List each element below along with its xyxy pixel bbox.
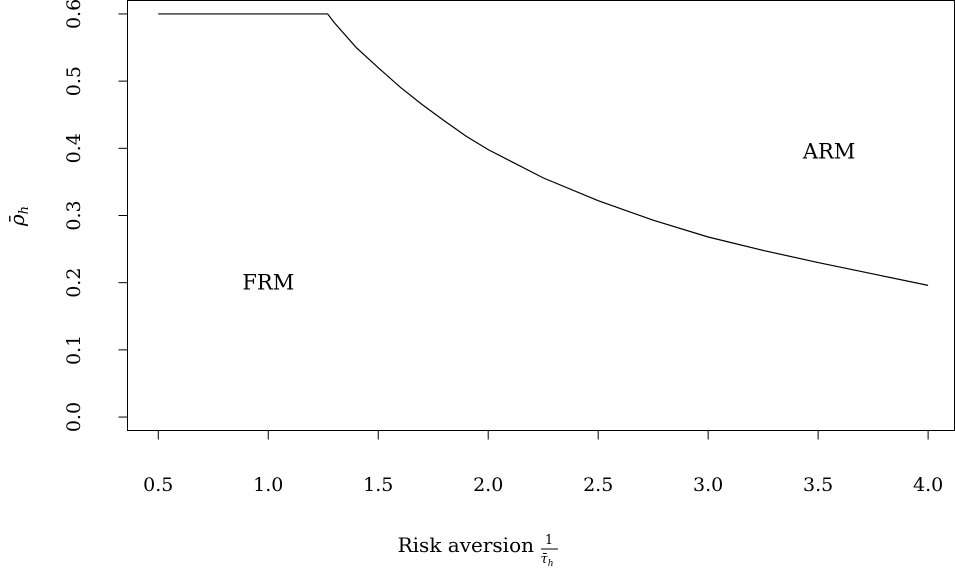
x-axis: 0.5 1.0 1.5 2.0 2.5 3.0 3.5 4.0 [143,430,943,496]
plot-frame [127,0,955,431]
y-tick-label: 0.5 [63,66,85,96]
y-axis-title: ρ̄h [5,206,32,227]
x-axis-label-numerator: 1 [545,533,553,548]
y-tick-label: 0.6 [63,0,85,29]
x-axis-label-denominator-symbol: τ̄ [541,552,549,567]
x-axis-label-denominator: τ̄h [541,552,554,569]
y-tick-label: 0.2 [63,268,85,298]
x-tick-label: 0.5 [143,474,173,496]
region-label-frm: FRM [242,271,294,295]
x-tick-label: 2.0 [473,474,503,496]
y-axis-label: ρ̄h [5,206,32,227]
x-tick-label: 2.5 [583,474,613,496]
y-tick-label: 0.4 [63,133,85,163]
series-line [158,13,929,286]
region-label-arm: ARM [802,140,855,164]
y-axis: 0.0 0.1 0.2 0.3 0.4 0.5 0.6 [63,0,128,432]
x-tick-label: 1.0 [253,474,283,496]
y-tick-label: 0.0 [63,402,85,432]
x-axis-title: Risk aversion 1 τ̄h [398,533,558,569]
x-axis-label-denominator-sub: h [548,559,554,569]
y-tick-label: 0.1 [63,335,85,365]
x-tick-label: 3.0 [693,474,723,496]
y-axis-label-sub: h [17,206,32,214]
y-axis-label-symbol: ρ̄ [5,214,29,227]
x-axis-label: Risk aversion [398,533,535,557]
x-tick-label: 1.5 [363,474,393,496]
region-annotations: FRM ARM [242,140,855,295]
x-tick-label: 4.0 [913,474,943,496]
y-tick-label: 0.3 [63,200,85,230]
x-tick-label: 3.5 [803,474,833,496]
